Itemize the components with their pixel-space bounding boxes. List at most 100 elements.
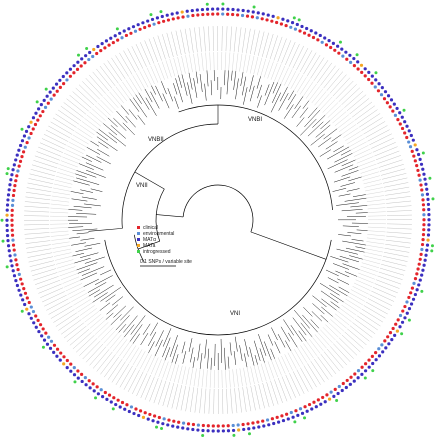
source-ring-dot [236, 423, 240, 427]
leaf-label-bar [335, 80, 354, 99]
leaf-branch [99, 302, 111, 311]
leaf-guide-line [363, 179, 382, 185]
leaf-label-bar [346, 94, 367, 111]
mating-type-ring-dot [291, 415, 295, 419]
leaf-guide-line [364, 183, 383, 188]
leaf-guide-line [362, 259, 381, 265]
leaf-branch [164, 347, 171, 361]
leaf-label-bar [135, 44, 147, 67]
leaf-label-bar [119, 52, 133, 75]
leaf-guide-line [343, 127, 359, 138]
backbone-arc-vnb [155, 188, 165, 242]
leaf-branch [341, 170, 359, 177]
leaf-guide-line [173, 364, 179, 383]
leaf-branch [337, 278, 350, 285]
leaf-branch [90, 140, 100, 147]
leaf-guide-line [274, 358, 282, 376]
leaf-label-bar [349, 98, 370, 115]
leaf-label-bar [82, 81, 100, 100]
source-ring-dot [379, 93, 384, 97]
leaf-guide-line [147, 356, 156, 373]
mating-type-ring-dot [424, 253, 428, 257]
source-ring-dot [422, 213, 426, 217]
mating-type-ring-dot [221, 7, 225, 11]
mating-type-ring-dot [8, 183, 12, 187]
source-ring-dot [21, 150, 26, 154]
leaf-guide-line [67, 145, 84, 154]
source-ring-dot [196, 423, 200, 427]
mating-type-ring-dot [367, 70, 371, 75]
leaf-branch [178, 75, 183, 88]
source-ring-dot [87, 379, 91, 383]
source-ring-dot [294, 409, 298, 413]
introgression-ring-dot [374, 71, 378, 75]
mating-type-ring-dot [411, 138, 415, 142]
leaf-label-bar [277, 38, 287, 62]
leaf-guide-line [232, 369, 235, 388]
leaf-label-bar [85, 78, 103, 97]
leaf-guide-line [136, 351, 146, 368]
mating-type-ring-dot [11, 269, 15, 273]
leaf-guide-line [65, 149, 82, 158]
source-ring-dot [25, 140, 29, 145]
legend-label-mat-a: MATa [143, 243, 156, 249]
leaf-guide-line [82, 308, 97, 320]
leaf-guide-line [51, 238, 70, 241]
leaf-label-bar [384, 186, 410, 192]
leaf-guide-line [365, 187, 383, 192]
leaf-branch [300, 118, 317, 136]
mating-type-ring-dot [421, 167, 425, 171]
mating-type-ring-dot [381, 350, 385, 354]
source-ring-dot [422, 228, 426, 232]
leaf-label-bar [371, 290, 395, 302]
source-ring-dot [293, 27, 298, 31]
introgression-ring-dot [400, 332, 404, 336]
source-ring-dot [312, 400, 316, 404]
leaf-guide-line [366, 199, 385, 202]
mating-type-ring-dot [398, 325, 402, 329]
source-ring-dot [55, 89, 59, 93]
source-ring-dot [420, 188, 424, 192]
leaf-branch [344, 197, 367, 202]
leaf-branch [120, 306, 134, 321]
leaf-branch [283, 104, 294, 119]
leaf-branch [271, 327, 278, 341]
leaf-branch [294, 309, 310, 329]
source-ring-dot [44, 331, 48, 335]
mating-type-ring-dot [427, 223, 431, 227]
leaf-label-bar [254, 30, 260, 55]
mating-type-ring-dot [395, 106, 399, 111]
leaf-branch [73, 180, 90, 186]
source-ring-dot [422, 218, 426, 222]
leaf-branch [329, 285, 348, 297]
leaf-label-bar [185, 386, 190, 412]
leaf-guide-line [264, 362, 271, 380]
source-ring-dot [270, 19, 274, 23]
introgression-ring-dot [428, 176, 432, 180]
mating-type-ring-dot [344, 385, 348, 390]
leaf-guide-line [209, 369, 212, 388]
leaf-guide-line [116, 339, 128, 354]
leaf-label-bar [92, 71, 109, 92]
mating-type-ring-dot [7, 188, 11, 192]
leaf-label-bar [341, 87, 360, 105]
leaf-label-bar [107, 359, 123, 380]
mating-type-ring-dot [27, 125, 31, 129]
source-ring-dot [12, 188, 16, 193]
leaf-branch [341, 209, 363, 212]
source-ring-dot [383, 339, 387, 343]
leaf-guide-line [299, 79, 311, 95]
leaf-branch [175, 78, 183, 103]
mating-type-ring-dot [8, 254, 12, 258]
leaf-label-bar [153, 379, 163, 404]
mating-type-ring-dot [61, 74, 65, 79]
leaf-label-bar [82, 341, 101, 360]
clade-label-vnbi: VNBI [248, 117, 262, 123]
mating-type-ring-dot [331, 41, 335, 45]
mating-type-ring-dot [231, 7, 235, 12]
leaf-label-bar [72, 332, 92, 349]
leaf-label-bar [30, 169, 55, 176]
backbone-branch-vnbi-vnbii [134, 171, 165, 190]
leaf-branch [128, 109, 138, 120]
leaf-label-bar [115, 363, 130, 385]
